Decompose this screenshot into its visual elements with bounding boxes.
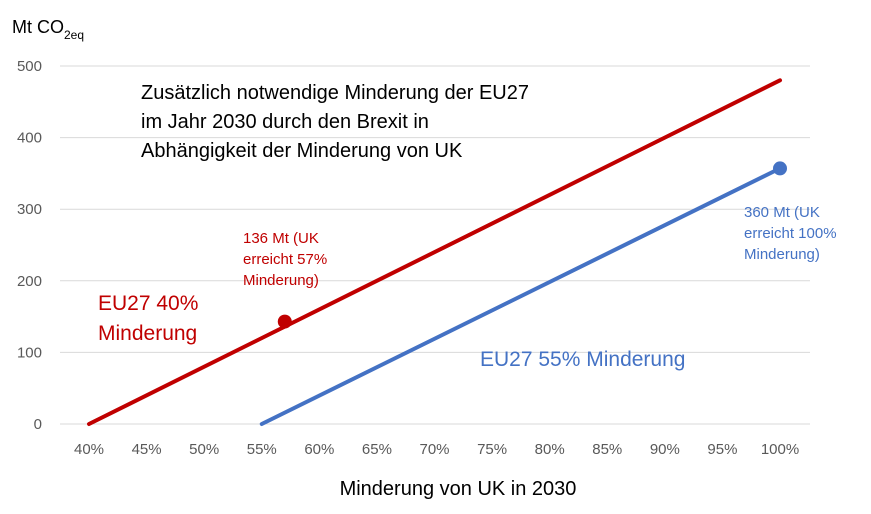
x-tick-label: 100% (761, 441, 799, 458)
x-tick-label: 90% (650, 441, 680, 458)
annotation-blue-line-3: Minderung) (744, 246, 820, 263)
gridlines (60, 65, 810, 425)
annotation-blue-line-1: 360 Mt (UK (744, 204, 820, 221)
x-tick-label: 50% (189, 441, 219, 458)
y-tick-label: 300 (17, 201, 42, 218)
series-label-red-line-2: Minderung (98, 322, 197, 345)
y-tick-label: 100 (17, 344, 42, 361)
x-tick-label: 45% (132, 441, 162, 458)
x-tick-label: 70% (419, 441, 449, 458)
x-axis-title: Minderung von UK in 2030 (340, 478, 577, 500)
chart-title-line-1: Zusätzlich notwendige Minderung der EU27 (141, 82, 529, 104)
x-tick-label: 55% (247, 441, 277, 458)
y-axis-title: Mt CO2eq (12, 17, 84, 42)
annotation-blue-line-2: erreicht 100% (744, 225, 837, 242)
annotation-red-line-1: 136 Mt (UK (243, 230, 319, 247)
y-tick-label: 500 (17, 58, 42, 75)
chart-title-line-3: Abhängigkeit der Minderung von UK (141, 140, 463, 162)
x-tick-label: 85% (592, 441, 622, 458)
x-tick-labels: 40% 45% 50% 55% 60% 65% 70% 75% 80% 85% 90% 95% 100% (74, 441, 799, 458)
x-tick-label: 40% (74, 441, 104, 458)
series-label-blue: EU27 55% Minderung (480, 348, 685, 371)
series-label-red-line-1: EU27 40% (98, 292, 198, 315)
x-tick-label: 60% (304, 441, 334, 458)
chart-title-line-2: im Jahr 2030 durch den Brexit in (141, 111, 429, 133)
x-tick-label: 65% (362, 441, 392, 458)
x-tick-label: 95% (707, 441, 737, 458)
series-line-eu27-55 (259, 166, 782, 426)
y-tick-label: 200 (17, 273, 42, 290)
series-line-eu27-40 (87, 78, 782, 426)
x-tick-label: 75% (477, 441, 507, 458)
y-tick-label: 0 (34, 416, 42, 433)
annotation-red-line-3: Minderung) (243, 272, 319, 289)
marker-point-red (277, 314, 292, 329)
series-lines (87, 78, 787, 426)
y-tick-label: 400 (17, 130, 42, 147)
marker-point-blue (773, 161, 787, 176)
annotation-red-line-2: erreicht 57% (243, 251, 327, 268)
x-tick-label: 80% (535, 441, 565, 458)
y-tick-labels: 0 100 200 300 400 500 (17, 58, 42, 433)
